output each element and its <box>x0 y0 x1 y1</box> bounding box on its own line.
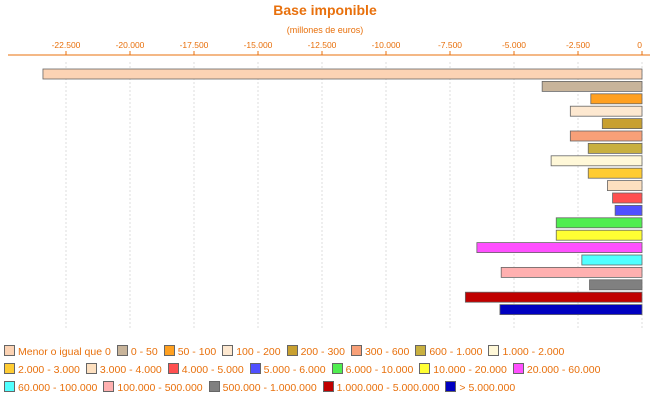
legend-swatch <box>488 345 500 356</box>
legend-item: 6.000 - 10.000 <box>331 361 414 379</box>
legend-item: 600 - 1.000 <box>415 343 482 361</box>
bar <box>500 266 643 278</box>
legend-label: 60.000 - 100.000 <box>18 382 98 394</box>
bar <box>587 142 643 154</box>
legend-item: 1.000 - 2.000 <box>488 343 564 361</box>
legend-swatch <box>167 363 179 374</box>
bar <box>541 81 643 92</box>
legend-label: 200 - 300 <box>300 346 345 358</box>
bars <box>42 68 643 316</box>
bar <box>499 304 643 316</box>
legend-swatch <box>331 363 343 374</box>
bar <box>590 93 643 105</box>
legend-label: 6.000 - 10.000 <box>345 364 414 376</box>
legend-swatch <box>208 381 220 392</box>
grid-lines <box>65 62 643 328</box>
bar <box>581 254 643 266</box>
bar <box>42 68 643 80</box>
legend-item: 1.000.000 - 5.000.000 <box>322 379 440 397</box>
bar-chart: -22.500 -20.000 -17.500 -15.000 -12.500 -10.0… <box>8 40 650 328</box>
bar <box>614 204 643 216</box>
legend-swatch <box>4 363 15 374</box>
legend-item: 500.000 - 1.000.000 <box>208 379 317 397</box>
legend-swatch <box>249 363 261 374</box>
legend-label: 100 - 200 <box>236 346 281 358</box>
chart-title: Base imponible <box>273 2 377 18</box>
legend-label: 300 - 600 <box>364 346 410 358</box>
bar <box>589 279 643 291</box>
legend-swatch <box>350 345 362 356</box>
legend-swatch <box>222 345 234 356</box>
bar <box>555 229 643 241</box>
bar <box>587 167 643 179</box>
bar <box>555 217 643 229</box>
legend-item: 50 - 100 <box>163 343 217 361</box>
legend-item: 2.000 - 3.000 <box>4 361 80 379</box>
legend-item: 200 - 300 <box>286 343 345 361</box>
x-tick-label: -10.000 <box>372 40 401 50</box>
legend-label: 500.000 - 1.000.000 <box>222 382 317 394</box>
bar <box>607 180 643 192</box>
x-tick-label: -17.500 <box>180 40 209 50</box>
legend: Menor o igual que 0 0 - 50 50 - 100 100 - 2… <box>4 343 650 397</box>
x-tick-label: -12.500 <box>308 40 337 50</box>
legend-swatch <box>445 381 457 392</box>
legend-swatch <box>85 363 97 374</box>
legend-item: 20.000 - 60.000 <box>512 361 601 379</box>
legend-swatch <box>4 345 15 356</box>
bar <box>569 105 643 117</box>
legend-item: > 5.000.000 <box>445 379 515 397</box>
legend-swatch <box>415 345 427 356</box>
bar <box>569 130 643 142</box>
x-tick-label: -7.500 <box>438 40 462 50</box>
legend-item: Menor o igual que 0 <box>4 343 111 361</box>
bar <box>601 118 643 129</box>
legend-item: 100.000 - 500.000 <box>103 379 203 397</box>
legend-item: 3.000 - 4.000 <box>85 361 162 379</box>
legend-swatch <box>512 363 524 374</box>
legend-item: 60.000 - 100.000 <box>4 379 97 397</box>
legend-label: Menor o igual que 0 <box>18 346 111 358</box>
bar <box>464 291 643 303</box>
legend-swatch <box>103 381 115 392</box>
x-tick-label: 0 <box>637 40 642 50</box>
legend-swatch <box>163 345 175 356</box>
legend-label: 10.000 - 20.000 <box>433 364 507 376</box>
x-tick-label: -2.500 <box>566 40 590 50</box>
legend-label: 50 - 100 <box>177 346 217 358</box>
legend-label: 1.000 - 2.000 <box>502 346 565 358</box>
x-axis-ticks: -22.500 -20.000 -17.500 -15.000 -12.500 -10.0… <box>52 40 643 55</box>
x-tick-label: -15.000 <box>244 40 273 50</box>
legend-swatch <box>322 381 334 392</box>
bar <box>476 242 643 254</box>
legend-item: 300 - 600 <box>350 343 410 361</box>
bar <box>550 155 643 167</box>
legend-item: 0 - 50 <box>116 343 158 361</box>
legend-label: > 5.000.000 <box>459 382 516 394</box>
x-tick-label: -20.000 <box>116 40 145 50</box>
chart-subtitle: (millones de euros) <box>286 25 364 35</box>
legend-swatch <box>116 345 128 356</box>
x-tick-label: -5.000 <box>502 40 526 50</box>
legend-item: 100 - 200 <box>222 343 281 361</box>
legend-item: 5.000 - 6.000 <box>249 361 326 379</box>
legend-label: 600 - 1.000 <box>429 346 483 358</box>
x-tick-label: -22.500 <box>52 40 81 50</box>
legend-label: 20.000 - 60.000 <box>526 364 601 376</box>
legend-label: 5.000 - 6.000 <box>263 364 326 376</box>
legend-swatch <box>419 363 431 374</box>
legend-label: 0 - 50 <box>130 346 158 358</box>
legend-item: 10.000 - 20.000 <box>419 361 507 379</box>
legend-label: 100.000 - 500.000 <box>117 382 203 394</box>
legend-label: 3.000 - 4.000 <box>99 364 162 376</box>
legend-swatch <box>4 381 15 392</box>
legend-label: 4.000 - 5.000 <box>181 364 244 376</box>
legend-label: 2.000 - 3.000 <box>18 364 80 376</box>
legend-label: 1.000.000 - 5.000.000 <box>336 382 440 394</box>
legend-swatch <box>286 345 298 356</box>
bar <box>612 192 643 204</box>
legend-item: 4.000 - 5.000 <box>167 361 244 379</box>
